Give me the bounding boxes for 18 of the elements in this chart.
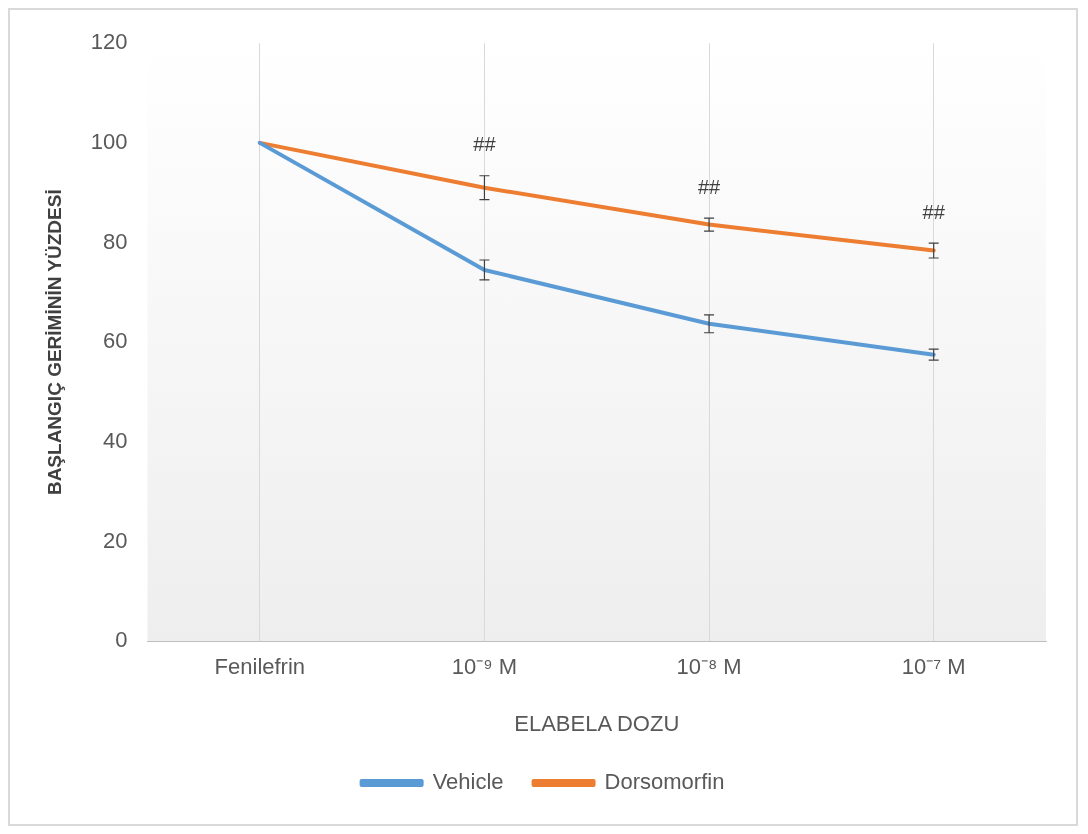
x-tick-label: Fenilefrin: [214, 654, 306, 680]
annotation: ##: [473, 133, 497, 156]
y-tick-label: 60: [103, 328, 128, 354]
y-tick-label: 0: [115, 627, 128, 653]
x-tick-label: 10⁻⁷ M: [901, 654, 966, 680]
legend-label: Dorsomorfin: [604, 769, 725, 795]
annotation: ##: [922, 200, 946, 223]
y-tick-label: 40: [103, 427, 128, 453]
x-tick-label: 10⁻⁹ M: [451, 654, 518, 680]
legend-label: Vehicle: [432, 769, 504, 795]
y-tick-label: 80: [103, 228, 128, 254]
y-tick-label: 100: [90, 128, 128, 154]
y-axis-title: BAŞLANGIÇ GERİMİNİN YÜZDESİ: [43, 189, 65, 496]
annotation: ##: [697, 175, 722, 198]
x-tick-label: 10⁻⁸ M: [676, 654, 742, 680]
y-tick-label: 120: [90, 29, 128, 55]
x-axis-title: ELABELA DOZU: [514, 710, 680, 736]
y-tick-label: 20: [103, 527, 128, 553]
